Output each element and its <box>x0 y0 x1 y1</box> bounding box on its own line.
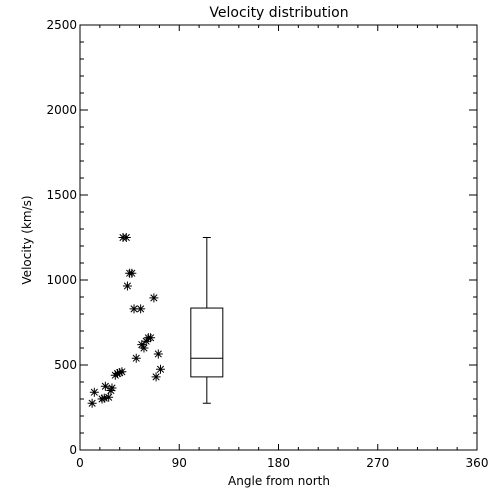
data-point <box>115 368 125 378</box>
data-point <box>107 383 117 393</box>
data-point <box>122 281 132 291</box>
y-axis-label: Velocity (km/s) <box>20 195 34 284</box>
x-tick-label: 270 <box>366 456 389 470</box>
data-point <box>87 398 97 408</box>
y-tick-label: 500 <box>54 358 77 372</box>
data-point <box>146 333 156 343</box>
data-point <box>129 304 139 314</box>
y-tick-label: 1000 <box>46 273 77 287</box>
plot-area: 0 90 180 270 360 0 500 1000 1500 2000 2500 <box>46 18 488 470</box>
data-point <box>137 340 147 350</box>
data-point <box>127 268 137 278</box>
chart-title: Velocity distribution <box>209 5 348 21</box>
plot-frame <box>79 24 478 451</box>
data-point <box>156 364 166 374</box>
x-tick-label: 0 <box>76 456 84 470</box>
data-point <box>104 392 114 402</box>
x-axis-label: Angle from north <box>228 474 330 488</box>
data-point <box>149 293 159 303</box>
data-point <box>153 349 163 359</box>
data-point <box>112 369 122 378</box>
y-tick-label: 1500 <box>46 188 77 202</box>
y-tick-label: 2000 <box>46 103 77 117</box>
data-point <box>97 394 107 404</box>
data-point <box>106 386 116 395</box>
data-point <box>139 343 149 353</box>
data-point <box>117 367 127 377</box>
data-point <box>141 336 151 346</box>
x-tick-label: 90 <box>172 456 187 470</box>
data-point <box>121 233 131 242</box>
x-tick-label: 180 <box>267 456 290 470</box>
data-point <box>136 304 146 314</box>
data-point <box>151 372 161 382</box>
data-point <box>99 393 109 403</box>
y-tick-label: 0 <box>69 443 77 457</box>
data-point <box>100 381 110 391</box>
data-point <box>131 353 141 363</box>
data-point <box>89 387 99 397</box>
y-tick-label: 2500 <box>46 18 77 32</box>
x-tick-label: 360 <box>466 456 489 470</box>
box <box>190 307 224 378</box>
